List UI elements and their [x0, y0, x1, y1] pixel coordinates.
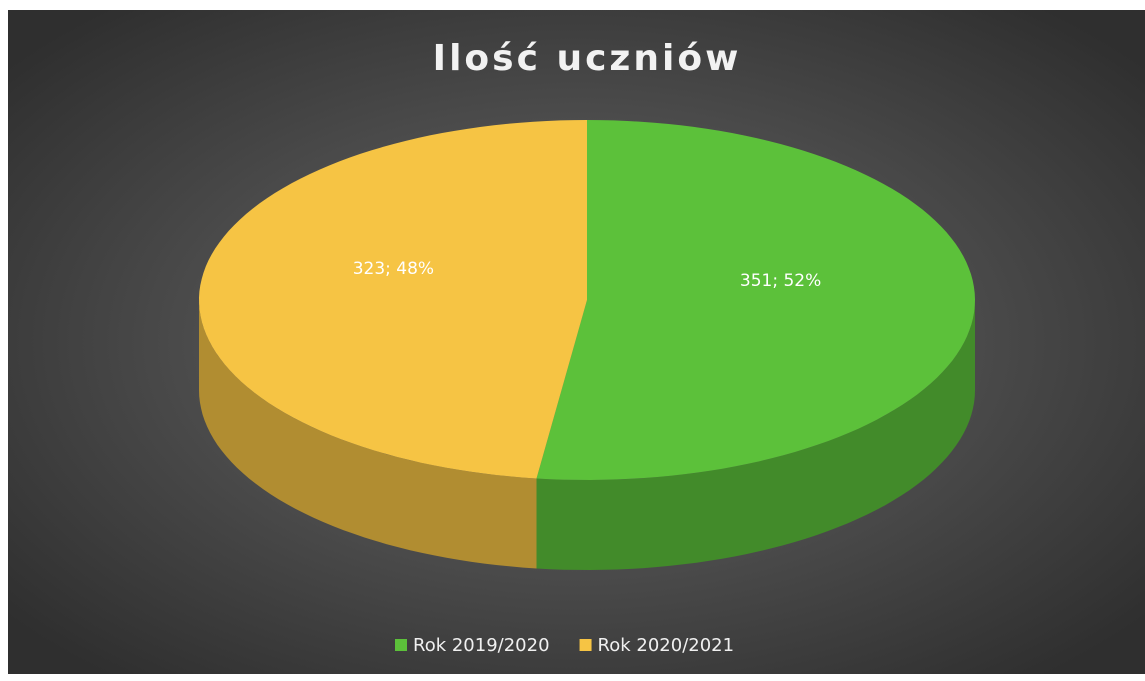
legend-label: Rok 2020/2021 [598, 635, 735, 656]
slice-side [536, 300, 975, 570]
data-label: 351; 52% [740, 271, 821, 291]
pie: 351; 52% 323; 48% [199, 120, 975, 570]
legend-swatch [579, 639, 592, 651]
slice [536, 120, 975, 480]
slice [199, 120, 587, 479]
legend-label: Rok 2019/2020 [413, 635, 550, 656]
data-label: 323; 48% [353, 259, 434, 279]
slice-side [199, 300, 537, 569]
chart-title: Ilość uczniów [433, 38, 742, 79]
legend: Rok 2019/2020 Rok 2020/2021 [395, 635, 734, 656]
legend-swatch [395, 639, 407, 651]
